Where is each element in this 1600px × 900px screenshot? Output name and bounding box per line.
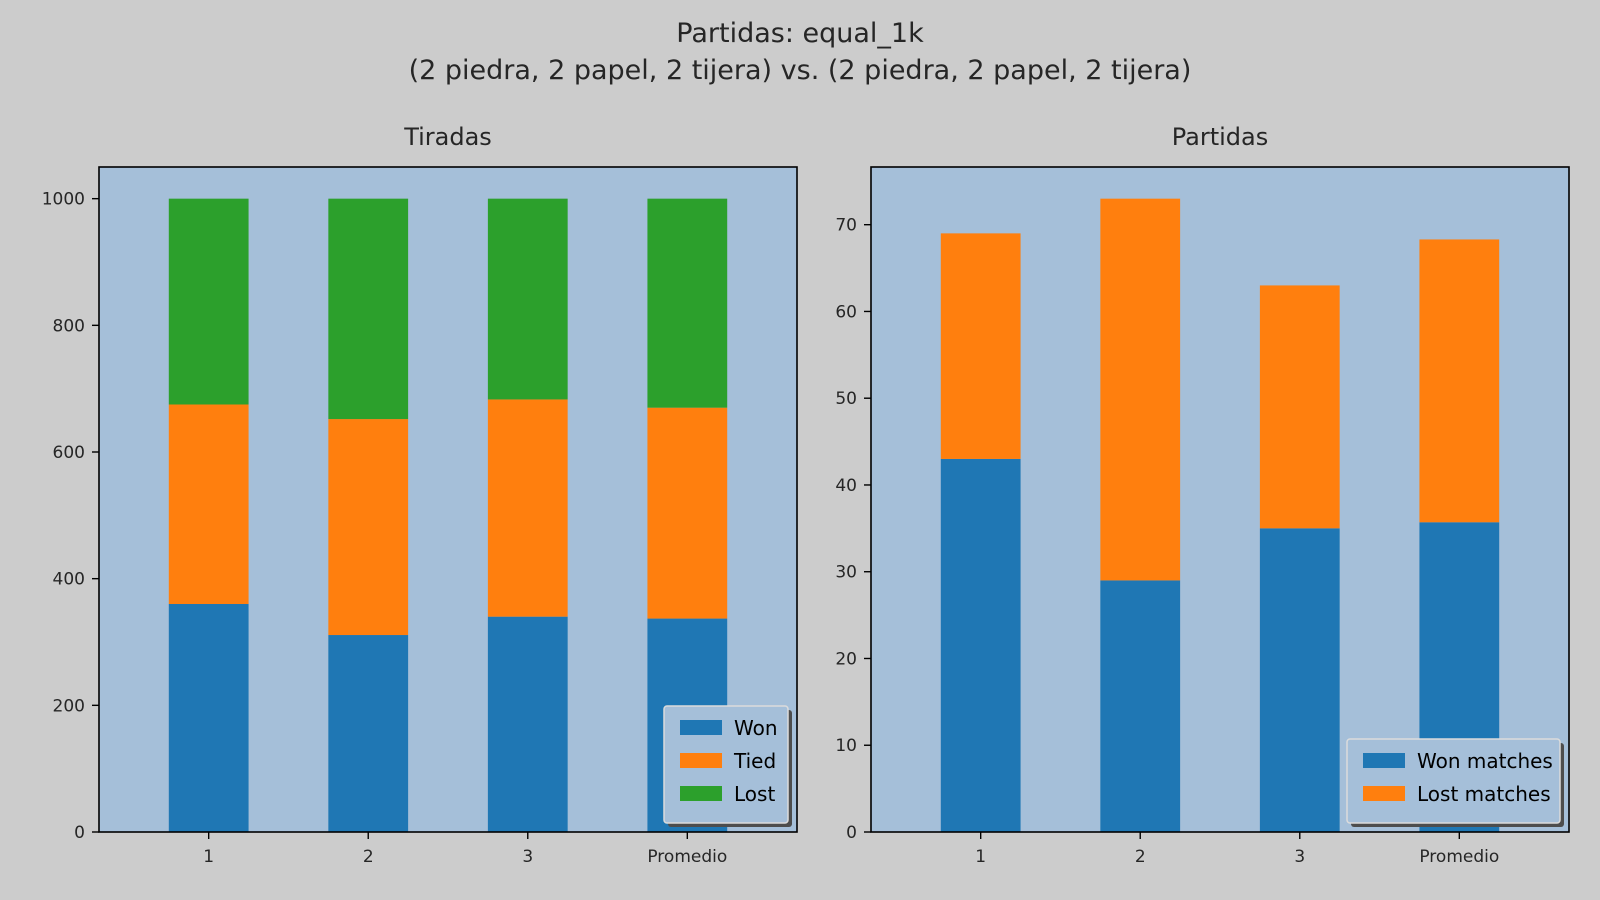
tiradas-xtick-label-2: 2 [363, 847, 374, 867]
partidas-bar-won-matches-2 [1100, 580, 1181, 832]
tiradas-legend-swatch-tied [680, 753, 722, 768]
partidas-legend-label-lost-matches: Lost matches [1417, 782, 1551, 806]
tiradas-ytick-label-200: 200 [53, 696, 85, 716]
tiradas-bar-won-1 [168, 604, 249, 832]
partidas-legend: Won matches Lost matches [1346, 738, 1564, 827]
tiradas-ytick-label-800: 800 [53, 316, 85, 336]
tiradas-xtick-label-promedio: Promedio [647, 847, 727, 867]
tiradas-legend-label-won: Won [734, 716, 778, 740]
tiradas-legend-swatch-won [680, 720, 722, 735]
partidas-xtick-label-promedio: Promedio [1419, 847, 1499, 867]
partidas-legend-swatch-lost-matches [1363, 786, 1405, 801]
tiradas-bar-tied-3 [487, 399, 568, 617]
partidas-bar-won-matches-1 [940, 458, 1021, 832]
tiradas-xtick-label-3: 3 [522, 847, 533, 867]
partidas-ytick-label-30: 30 [835, 563, 857, 583]
tiradas-legend-label-lost: Lost [734, 782, 775, 806]
figure-title-line-2: (2 piedra, 2 papel, 2 tijera) vs. (2 pie… [409, 55, 1192, 86]
tiradas-ytick-label-400: 400 [53, 570, 85, 590]
partidas-xtick-label-3: 3 [1294, 847, 1305, 867]
partidas-bar-lost-matches-promedio [1419, 239, 1500, 523]
partidas-legend-swatch-won-matches [1363, 753, 1405, 768]
tiradas-bar-lost-3 [487, 198, 568, 400]
tiradas-ytick-label-0: 0 [74, 823, 85, 843]
tiradas-ytick-label-1000: 1000 [42, 190, 85, 210]
tiradas-axes-title: Tiradas [403, 123, 492, 151]
partidas-legend-label-won-matches: Won matches [1417, 749, 1553, 773]
partidas-ytick-label-60: 60 [835, 302, 857, 322]
figure-title-line-1: Partidas: equal_1k [676, 18, 924, 49]
partidas-ytick-label-40: 40 [835, 476, 857, 496]
tiradas-bar-won-3 [487, 616, 568, 832]
tiradas-bar-tied-2 [328, 419, 409, 636]
partidas-bar-won-matches-3 [1259, 528, 1340, 832]
partidas-ytick-label-20: 20 [835, 649, 857, 669]
partidas-ytick-label-50: 50 [835, 389, 857, 409]
partidas-ytick-label-0: 0 [846, 823, 857, 843]
tiradas-xtick-label-1: 1 [203, 847, 214, 867]
partidas-xtick-label-2: 2 [1135, 847, 1146, 867]
tiradas-bar-tied-1 [168, 404, 249, 604]
tiradas-legend: Won Tied Lost [663, 705, 792, 827]
partidas-xtick-label-1: 1 [975, 847, 986, 867]
partidas-axes-frame [870, 166, 1570, 833]
tiradas-bar-won-2 [328, 635, 409, 832]
tiradas-bar-lost-promedio [647, 198, 728, 408]
partidas-axes-title: Partidas [1172, 123, 1269, 151]
partidas-bar-lost-matches-1 [940, 233, 1021, 459]
tiradas-legend-label-tied: Tied [733, 749, 776, 773]
tiradas-axes-frame [98, 166, 798, 833]
partidas-ytick-label-10: 10 [835, 736, 857, 756]
tiradas-bar-lost-1 [168, 198, 249, 405]
tiradas-ytick-label-600: 600 [53, 443, 85, 463]
tiradas-chart: Tiradas 0 200 400 600 800 1000 1 2 3 Promedio Won Ti… [42, 123, 798, 867]
tiradas-bar-lost-2 [328, 198, 409, 420]
partidas-bar-lost-matches-2 [1100, 198, 1181, 581]
partidas-bar-lost-matches-3 [1259, 285, 1340, 529]
partidas-chart: Partidas 0 10 20 30 40 50 60 70 1 2 3 Promedio Won ma… [835, 123, 1570, 867]
partidas-ytick-label-70: 70 [835, 216, 857, 236]
tiradas-bar-tied-promedio [647, 407, 728, 619]
tiradas-legend-swatch-lost [680, 786, 722, 801]
